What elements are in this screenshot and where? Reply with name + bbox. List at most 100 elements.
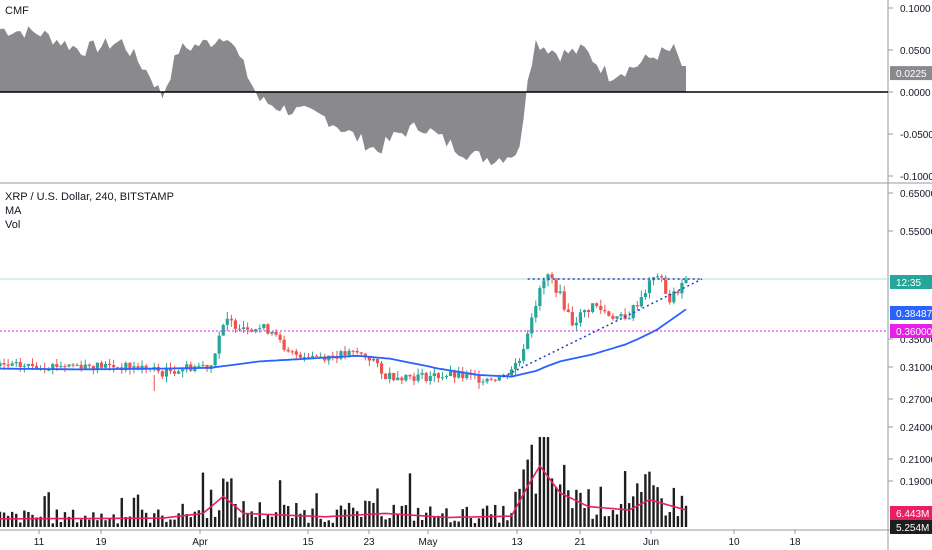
candle-body: [140, 365, 144, 370]
candle-body: [457, 371, 461, 378]
candle-body: [526, 333, 530, 349]
volume-bar: [47, 492, 50, 527]
candle-body: [290, 351, 294, 353]
volume-bar: [226, 481, 229, 527]
candle-body: [343, 351, 347, 356]
volume-bar: [67, 516, 71, 527]
candle-body: [181, 369, 185, 372]
volume-bar: [238, 517, 241, 527]
x-axis-label: Apr: [192, 537, 208, 548]
candle-body: [201, 364, 205, 366]
candle-body: [136, 366, 140, 370]
candle-body: [132, 366, 136, 369]
candle-body: [246, 327, 250, 330]
candle-body: [379, 363, 384, 374]
candle-body: [635, 305, 639, 307]
volume-bar: [481, 508, 485, 527]
volume-bar: [457, 521, 460, 527]
volume-bar: [116, 523, 119, 527]
volume-bar: [603, 516, 607, 527]
cmf-axis-label: 0.0000: [900, 88, 931, 99]
candle-body: [570, 311, 574, 326]
volume-bar: [96, 520, 99, 527]
candle-body: [672, 291, 676, 303]
candle-body: [152, 367, 156, 369]
volume-bar: [644, 474, 647, 527]
volume-bar: [672, 487, 676, 527]
volume-bar: [676, 516, 680, 527]
volume-bar: [315, 493, 318, 527]
candle-body: [493, 379, 497, 381]
symbol-line: XRP / U.S. Dollar, 240, BITSTAMP: [5, 191, 174, 203]
candle-body: [294, 351, 298, 355]
candle-body: [404, 374, 408, 381]
volume-bar: [372, 502, 375, 527]
volume-ma-text: 5.254M: [896, 523, 929, 534]
candle-body: [63, 366, 67, 368]
candle-body: [627, 318, 631, 320]
ma-value-text: 0.38487: [896, 309, 932, 320]
candle-body: [384, 373, 388, 380]
candle-body: [655, 276, 660, 278]
volume-bar: [6, 515, 10, 527]
candle-body: [298, 354, 302, 358]
volume-bar: [185, 514, 188, 527]
candle-body: [67, 364, 71, 367]
volume-bar: [153, 513, 156, 527]
candle-body: [144, 365, 148, 370]
volume-bar: [75, 522, 79, 527]
triangle-bottom-line: [503, 278, 703, 378]
volume-bar: [550, 478, 554, 527]
volume-bar: [51, 523, 54, 527]
volume-bar: [623, 471, 627, 527]
candle-body: [530, 317, 534, 334]
candles-group: [0, 272, 688, 391]
cmf-area-group: [0, 26, 888, 166]
candle-body: [631, 305, 635, 319]
candle-body: [485, 378, 489, 382]
candle-body: [660, 276, 664, 278]
candle-body: [448, 371, 453, 377]
candle-body: [233, 320, 238, 329]
candle-body: [237, 328, 242, 330]
candle-body: [509, 369, 514, 376]
volume-bar: [351, 507, 355, 527]
volume-bar: [19, 522, 22, 527]
candle-body: [10, 363, 14, 366]
candle-body: [477, 375, 481, 383]
volume-bar: [39, 516, 42, 527]
volume-bar: [567, 490, 570, 527]
volume-bar: [177, 513, 180, 527]
volume-bar: [356, 511, 359, 527]
volume-bar: [31, 514, 34, 527]
volume-bar: [449, 522, 452, 527]
candle-body: [47, 369, 51, 371]
volume-bar: [425, 512, 428, 527]
candle-body: [615, 316, 619, 319]
volume-bar: [627, 503, 631, 527]
candle-body: [51, 364, 55, 370]
volume-bar: [100, 513, 103, 527]
volume-ma-line: [0, 464, 687, 520]
candle-body: [444, 376, 449, 378]
candle-body: [112, 365, 116, 368]
candle-body: [197, 365, 201, 367]
candle-body: [554, 278, 558, 293]
volume-bar: [437, 515, 440, 527]
volume-bar: [303, 510, 306, 527]
candle-body: [254, 329, 258, 332]
volume-bar: [591, 518, 594, 527]
volume-bars-group: [0, 437, 688, 527]
candle-body: [481, 381, 485, 383]
volume-bar: [92, 512, 95, 527]
volume-bar: [197, 510, 201, 527]
candle-body: [591, 303, 595, 313]
volume-bar: [392, 504, 395, 527]
candle-body: [611, 315, 615, 319]
volume-bar: [522, 469, 525, 527]
volume-bar: [396, 514, 399, 527]
